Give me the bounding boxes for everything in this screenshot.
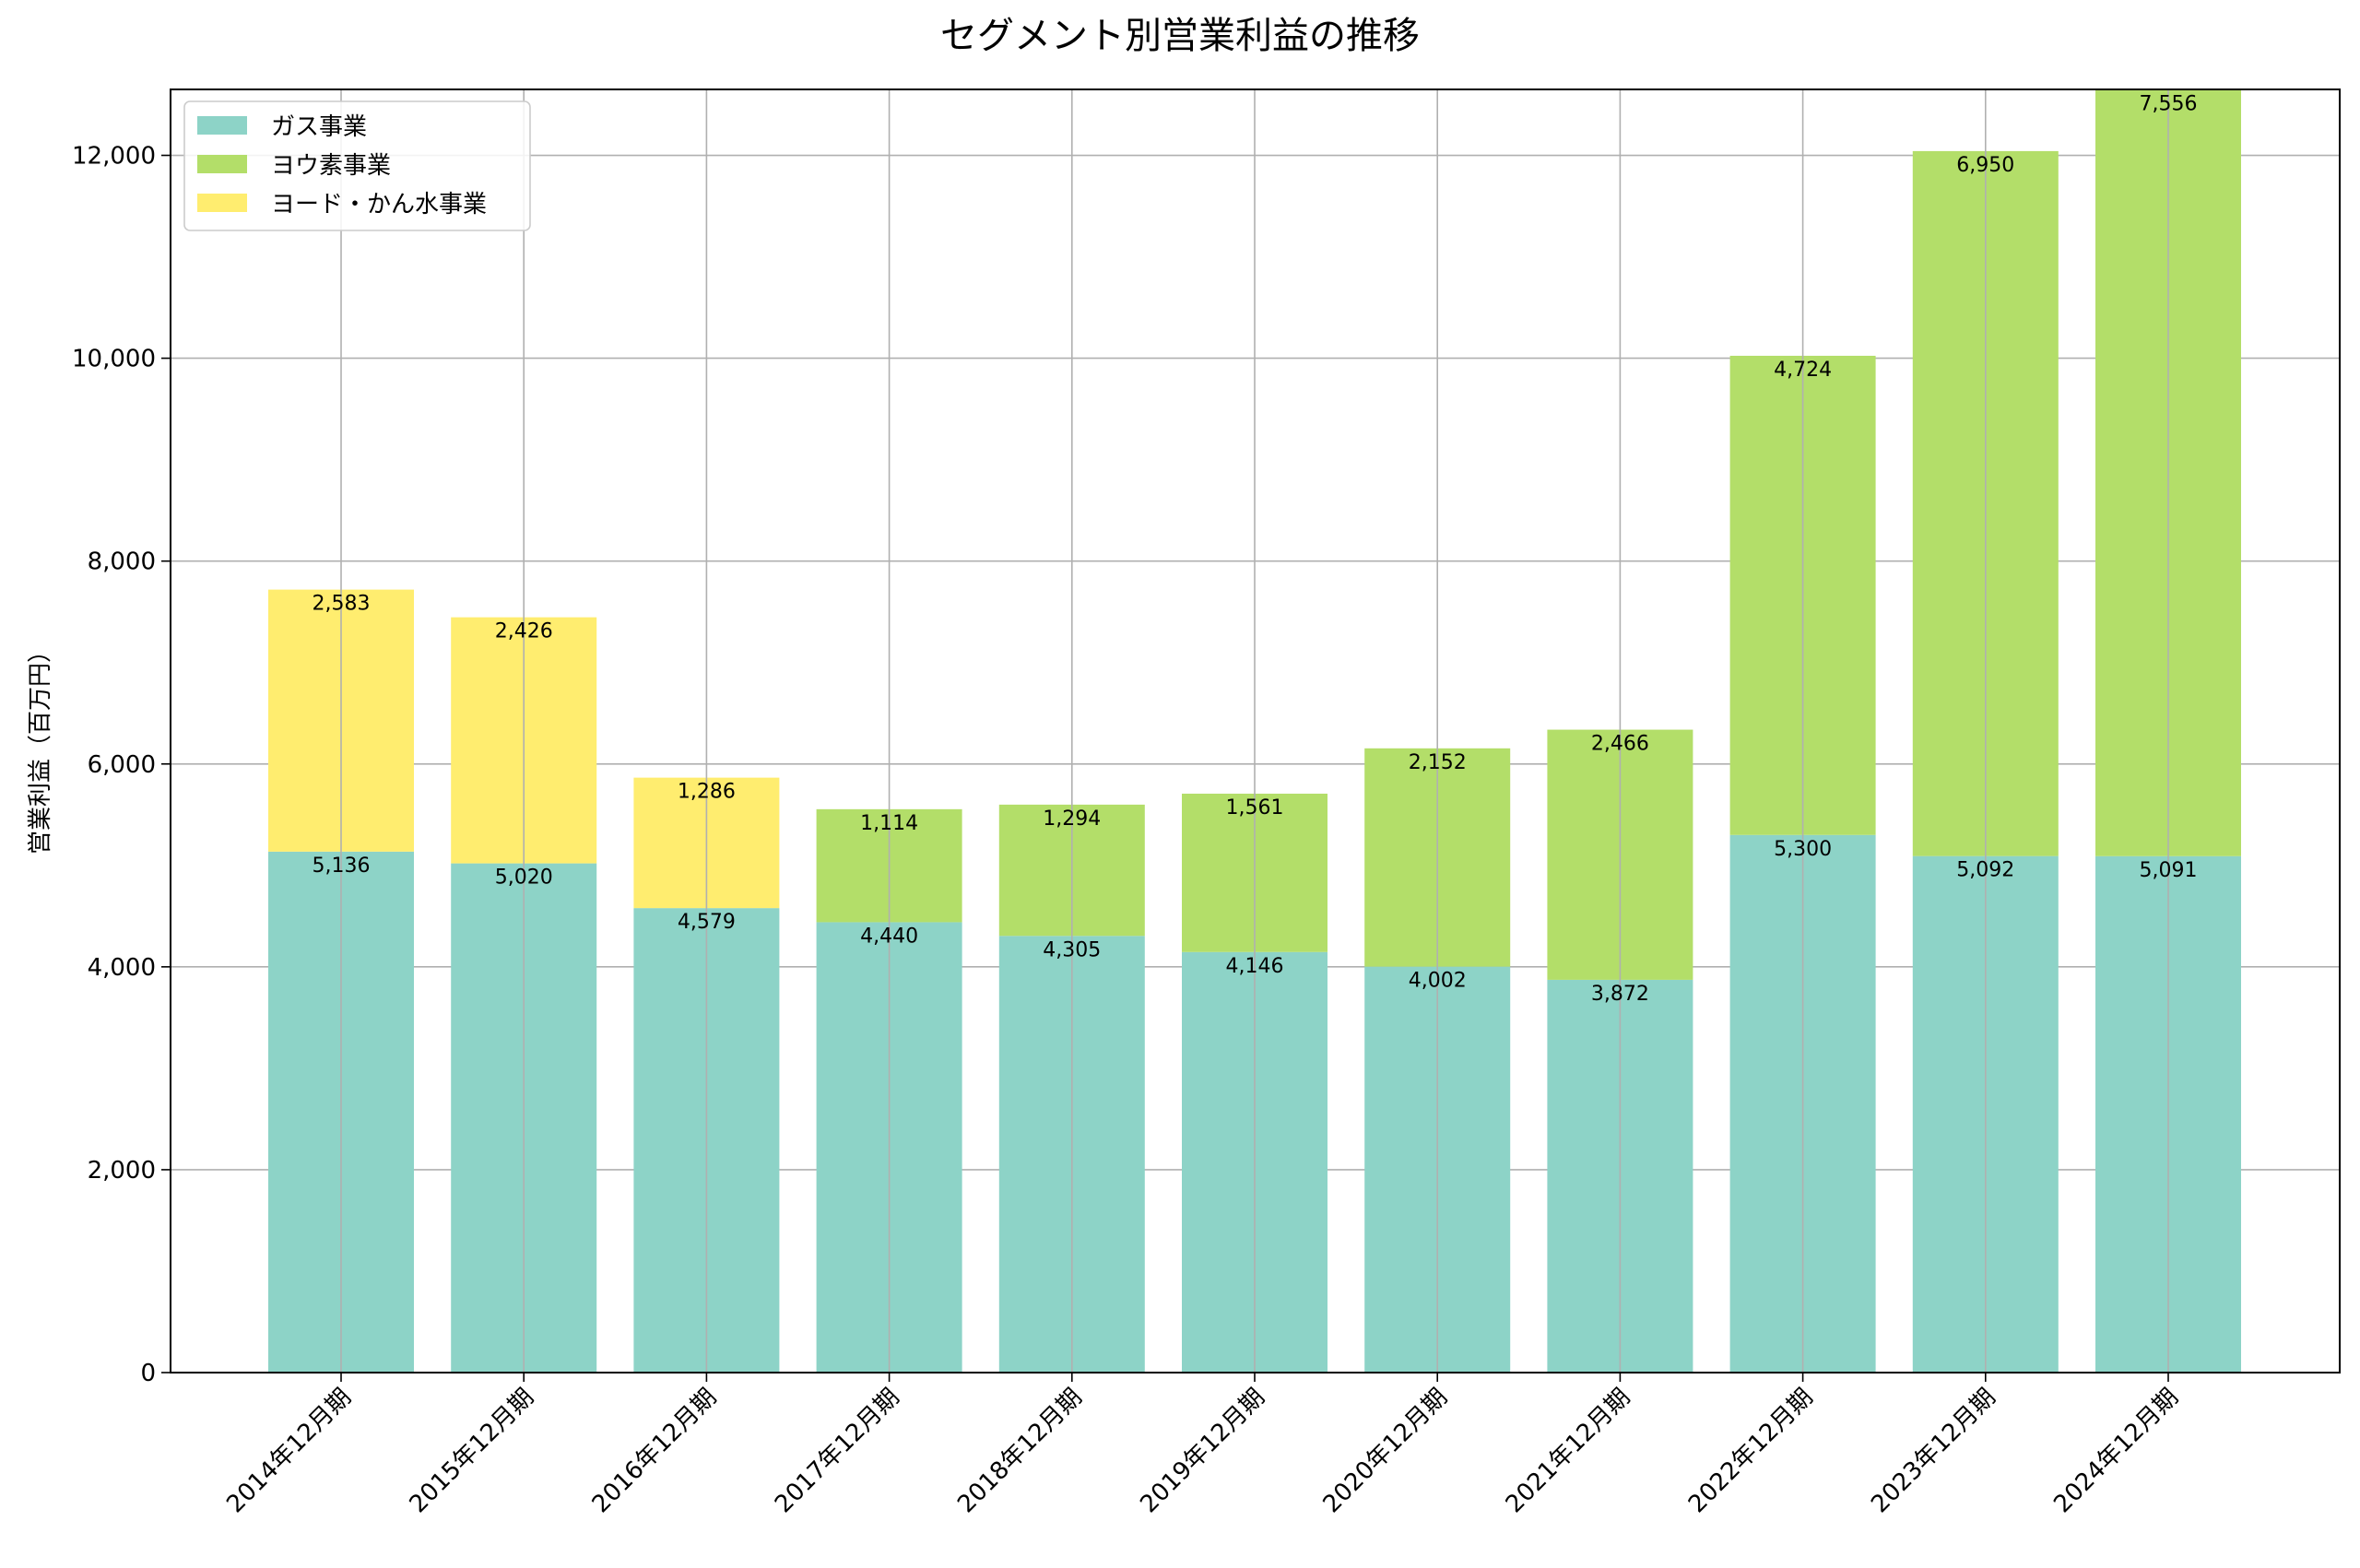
data-label: 1,286 bbox=[678, 781, 736, 804]
data-label: 4,724 bbox=[1774, 359, 1832, 382]
legend-label: ヨード・かん水事業 bbox=[271, 191, 487, 218]
data-label: 4,305 bbox=[1043, 938, 1101, 961]
data-label: 4,146 bbox=[1226, 955, 1284, 978]
y-tick-label: 12,000 bbox=[72, 143, 156, 171]
data-label: 4,579 bbox=[678, 911, 736, 934]
data-label: 4,440 bbox=[860, 925, 918, 948]
data-label: 1,561 bbox=[1226, 796, 1284, 819]
data-label: 1,294 bbox=[1043, 808, 1101, 831]
chart-title: セグメント別営業利益の推移 bbox=[940, 15, 1420, 57]
legend-label: ガス事業 bbox=[271, 113, 367, 141]
y-tick-label: 4,000 bbox=[88, 954, 156, 982]
legend-swatch bbox=[197, 116, 247, 135]
y-tick-label: 0 bbox=[140, 1360, 156, 1387]
legend-swatch bbox=[197, 155, 247, 173]
data-label: 3,872 bbox=[1591, 983, 1649, 1006]
data-label: 1,114 bbox=[860, 812, 918, 835]
data-label: 5,091 bbox=[2140, 859, 2198, 882]
legend-label: ヨウ素事業 bbox=[271, 152, 391, 180]
x-grid-lines bbox=[340, 89, 2169, 1373]
y-tick-label: 2,000 bbox=[88, 1157, 156, 1185]
data-label: 2,583 bbox=[313, 593, 371, 616]
y-tick-label: 8,000 bbox=[88, 548, 156, 576]
data-label: 2,426 bbox=[495, 620, 553, 643]
data-labels: 5,136 2,583 5,020 2,426 4,579 1,286 4,440 1,114… bbox=[313, 92, 2198, 1006]
data-label: 6,950 bbox=[1956, 154, 2014, 177]
data-label: 5,136 bbox=[313, 855, 371, 878]
data-label: 5,300 bbox=[1774, 838, 1832, 861]
data-label: 5,020 bbox=[495, 867, 553, 890]
legend-swatch bbox=[197, 194, 247, 212]
y-axis-label: 営業利益（百万円） bbox=[27, 639, 54, 855]
legend-box bbox=[183, 100, 531, 231]
data-label: 5,092 bbox=[1956, 859, 2014, 882]
y-tick-label: 10,000 bbox=[72, 346, 156, 373]
data-label: 7,556 bbox=[2140, 92, 2198, 115]
data-label: 2,466 bbox=[1591, 733, 1649, 756]
data-label: 4,002 bbox=[1409, 970, 1467, 993]
y-tick-label: 6,000 bbox=[88, 751, 156, 779]
data-label: 2,152 bbox=[1409, 751, 1467, 774]
